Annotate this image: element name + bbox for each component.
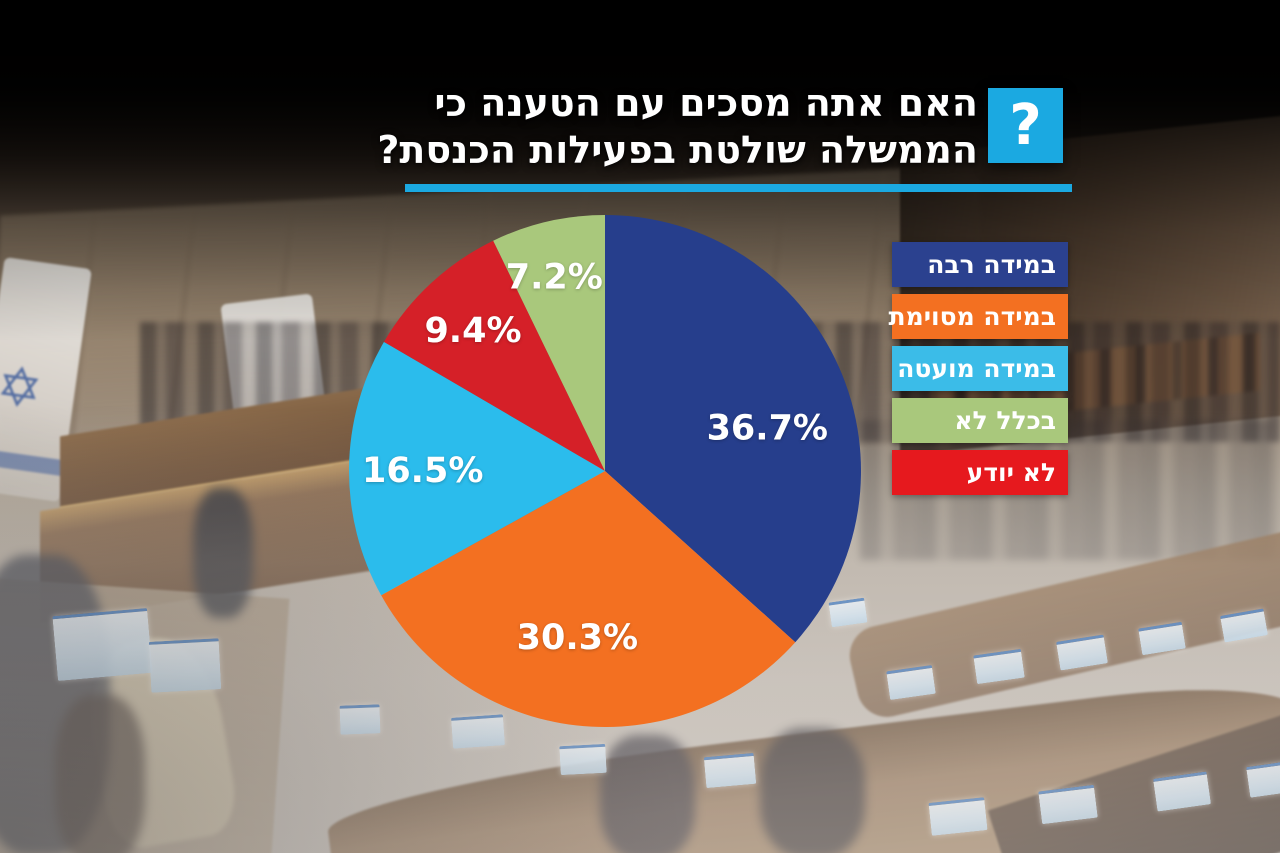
pie-label-3: 9.4%	[424, 311, 521, 351]
question-mark-icon: ?	[988, 88, 1063, 163]
pie-label-1: 30.3%	[517, 618, 638, 658]
legend-label: במידה מועטה	[897, 354, 1056, 383]
pie-slice-1	[381, 471, 796, 727]
pie-label-0: 36.7%	[707, 408, 828, 448]
legend-item-bemida-mueta: במידה מועטה	[892, 346, 1068, 391]
legend-item-bemida-mesuyemet: במידה מסוימת	[888, 294, 1068, 339]
legend-label: לא יודע	[966, 458, 1056, 487]
pie-slice-0	[605, 215, 862, 643]
pie-slice-4	[493, 215, 605, 471]
legend-item-lo-yodea: לא יודע	[892, 450, 1068, 495]
pie-label-4: 7.2%	[506, 257, 603, 297]
pie-chart: 36.7% 30.3% 16.5% 9.4% 7.2%	[349, 215, 862, 727]
legend-label: בכלל לא	[954, 406, 1056, 435]
pie-slice-3	[383, 240, 605, 471]
pie-slice-2	[349, 341, 605, 596]
legend-label: במידה רבה	[927, 250, 1056, 279]
question-title: האם אתה מסכים עם הטענה כי הממשלה שולטת ב…	[338, 80, 978, 174]
pie-label-2: 16.5%	[362, 451, 483, 491]
legend-item-bichlal-lo: בכלל לא	[892, 398, 1068, 443]
legend: במידה רבה במידה מסוימת במידה מועטה בכלל …	[888, 242, 1068, 502]
legend-item-bemida-raba: במידה רבה	[892, 242, 1068, 287]
question-title-line-2: הממשלה שולטת בפעילות הכנסת?	[377, 128, 978, 172]
question-title-line-1: האם אתה מסכים עם הטענה כי	[434, 81, 978, 125]
title-underline	[405, 184, 1072, 192]
legend-label: במידה מסוימת	[888, 302, 1056, 331]
